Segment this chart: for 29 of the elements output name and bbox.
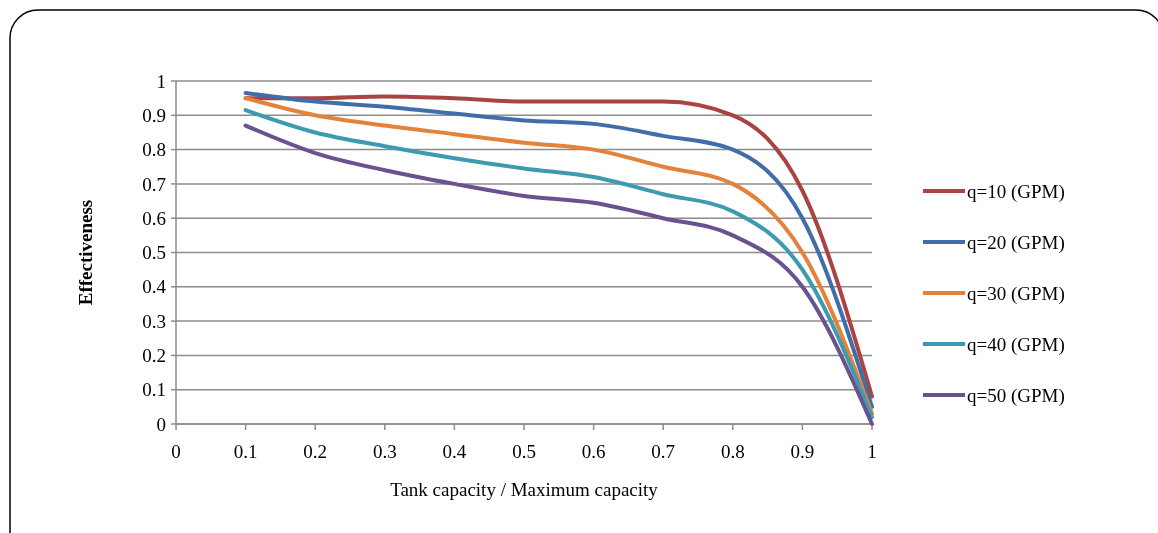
- x-tick-label: 0.2: [303, 441, 328, 462]
- legend-label: q=10 (GPM): [967, 180, 1065, 203]
- y-tick-label: 0.3: [142, 310, 166, 332]
- y-tick-label: 0: [156, 413, 166, 435]
- y-tick-label: 0.9: [142, 104, 166, 126]
- y-axis-title: Effectiveness: [75, 199, 96, 306]
- x-tick-label: 1: [867, 441, 877, 462]
- legend-label: q=20 (GPM): [967, 231, 1065, 254]
- x-tick-label: 0.7: [651, 441, 676, 462]
- x-axis-title: Tank capacity / Maximum capacity: [390, 479, 659, 500]
- y-tick-label: 0.4: [142, 276, 167, 298]
- y-tick-label: 0.7: [142, 173, 166, 195]
- y-tick-label: 0.6: [142, 207, 166, 229]
- x-tick-label: 0: [171, 441, 181, 462]
- y-tick-label: 1: [156, 70, 166, 92]
- y-tick-label: 0.8: [142, 139, 166, 161]
- legend-label: q=40 (GPM): [967, 333, 1065, 356]
- x-tick-label: 0.4: [442, 441, 467, 462]
- x-tick-label: 0.6: [581, 441, 606, 462]
- x-tick-label: 0.9: [790, 441, 815, 462]
- x-tick-label: 0.5: [512, 441, 536, 462]
- x-tick-label: 0.8: [720, 441, 745, 462]
- legend-label: q=50 (GPM): [967, 384, 1065, 407]
- y-tick-label: 0.5: [142, 242, 166, 264]
- x-tick-label: 0.3: [372, 441, 397, 462]
- legend-label: q=30 (GPM): [967, 282, 1065, 305]
- y-tick-label: 0.1: [142, 379, 166, 401]
- x-tick-label: 0.1: [233, 441, 258, 462]
- y-tick-label: 0.2: [142, 345, 166, 367]
